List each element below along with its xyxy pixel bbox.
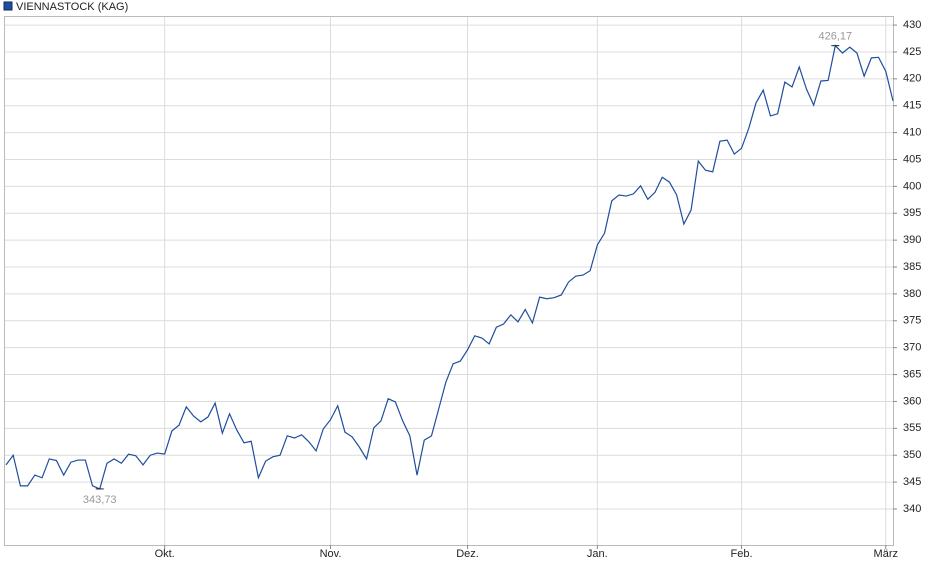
x-tick-label: März <box>874 548 898 560</box>
y-tick-label: 340 <box>903 503 921 515</box>
line <box>5 44 894 490</box>
x-tick-label: Jan. <box>587 548 608 560</box>
y-tick-label: 370 <box>903 342 921 354</box>
y-tick-label: 365 <box>903 368 921 380</box>
y-tick-label: 430 <box>903 19 921 31</box>
y-tick-label: 380 <box>903 288 921 300</box>
y-tick-label: 410 <box>903 127 921 139</box>
y-tick-label: 355 <box>903 422 921 434</box>
y-tick-label: 400 <box>903 180 921 192</box>
y-tick-label: 425 <box>903 46 921 58</box>
y-tick-label: 405 <box>903 153 921 165</box>
y-tick-label: 345 <box>903 476 921 488</box>
plot-frame <box>4 16 894 546</box>
x-tick-label: Feb. <box>731 548 753 560</box>
y-tick-label: 385 <box>903 261 921 273</box>
y-tick-label: 390 <box>903 234 921 246</box>
y-tick-label: 360 <box>903 395 921 407</box>
value-label: 426,17 <box>818 31 852 43</box>
y-tick-label: 420 <box>903 73 921 85</box>
x-tick-label: Nov. <box>320 548 342 560</box>
value-label: 343,73 <box>83 494 117 506</box>
y-tick-label: 395 <box>903 207 921 219</box>
legend-label: VIENNASTOCK (KAG) <box>16 1 128 13</box>
legend-swatch <box>3 1 13 11</box>
x-tick-label: Okt. <box>155 548 175 560</box>
y-tick-label: 350 <box>903 449 921 461</box>
x-tick-label: Dez. <box>456 548 479 560</box>
y-tick-label: 415 <box>903 100 921 112</box>
y-tick-label: 375 <box>903 315 921 327</box>
